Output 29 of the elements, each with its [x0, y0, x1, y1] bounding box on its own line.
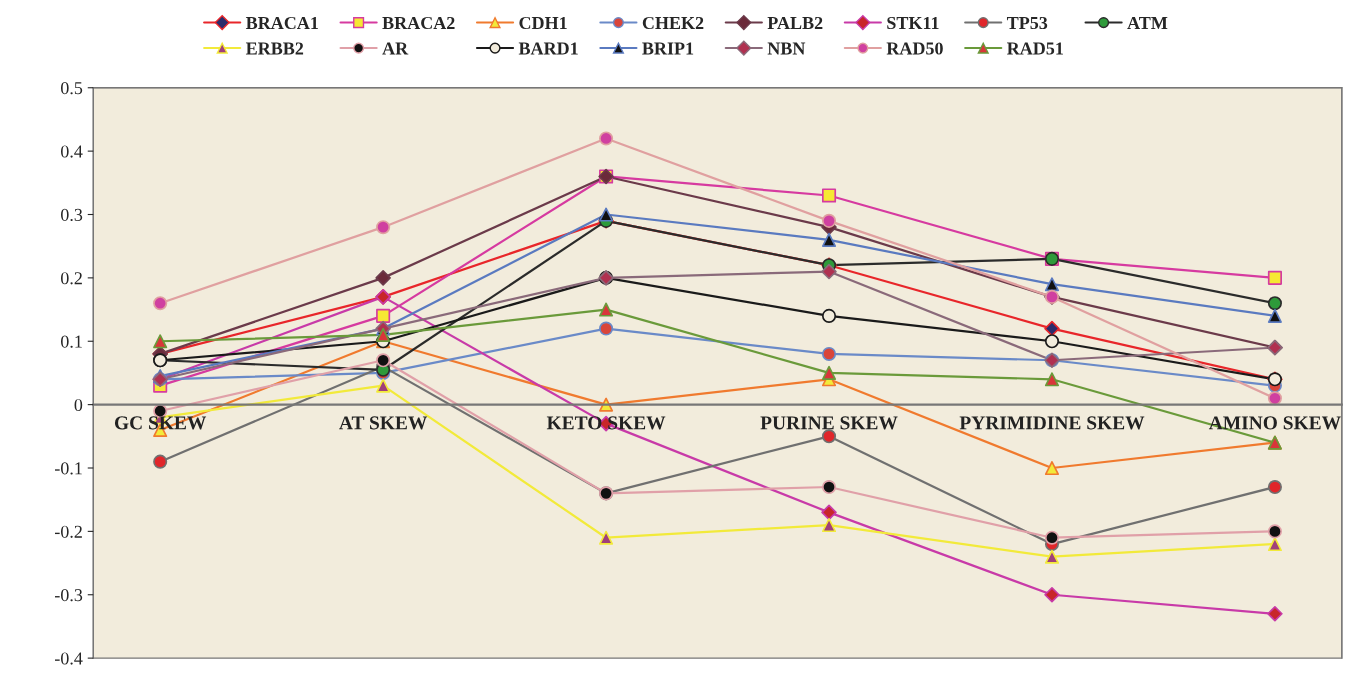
- y-tick-label: 0.1: [61, 335, 82, 348]
- legend-label: BARD1: [518, 42, 578, 55]
- legend-label: BRIP1: [642, 42, 694, 55]
- y-tick-label: -0.1: [54, 462, 82, 475]
- legend-label: RAD51: [1007, 42, 1063, 55]
- y-tick-label: 0.2: [61, 272, 82, 285]
- x-tick-label: AT SKEW: [339, 416, 428, 430]
- legend-label: RAD50: [886, 42, 943, 55]
- y-tick-label: -0.3: [54, 589, 83, 602]
- y-tick-label: 0.5: [61, 82, 83, 95]
- y-tick-label: -0.2: [54, 525, 82, 538]
- legend-label: ATM: [1127, 16, 1168, 29]
- y-tick-label: 0.3: [61, 208, 83, 222]
- legend-label: AR: [382, 42, 409, 55]
- x-tick-label: AMINO SKEW: [1208, 416, 1341, 430]
- legend-label: CDH1: [519, 16, 567, 30]
- legend-label: NBN: [767, 42, 806, 55]
- legend-label: BRACA2: [382, 16, 455, 30]
- legend-label: BRACA1: [245, 16, 318, 30]
- x-tick-label: PYRIMIDINE SKEW: [959, 416, 1145, 430]
- legend-label: ERBB2: [245, 42, 304, 55]
- legend-label: CHEK2: [642, 16, 704, 30]
- legend-label: PALB2: [767, 16, 823, 29]
- legend-label: TP53: [1006, 16, 1048, 30]
- y-tick-label: 0: [74, 398, 83, 412]
- x-tick-label: PURINE SKEW: [760, 416, 898, 430]
- y-tick-label: 0.4: [61, 145, 83, 158]
- y-tick-label: -0.4: [54, 652, 83, 665]
- legend-label: STK11: [887, 16, 939, 30]
